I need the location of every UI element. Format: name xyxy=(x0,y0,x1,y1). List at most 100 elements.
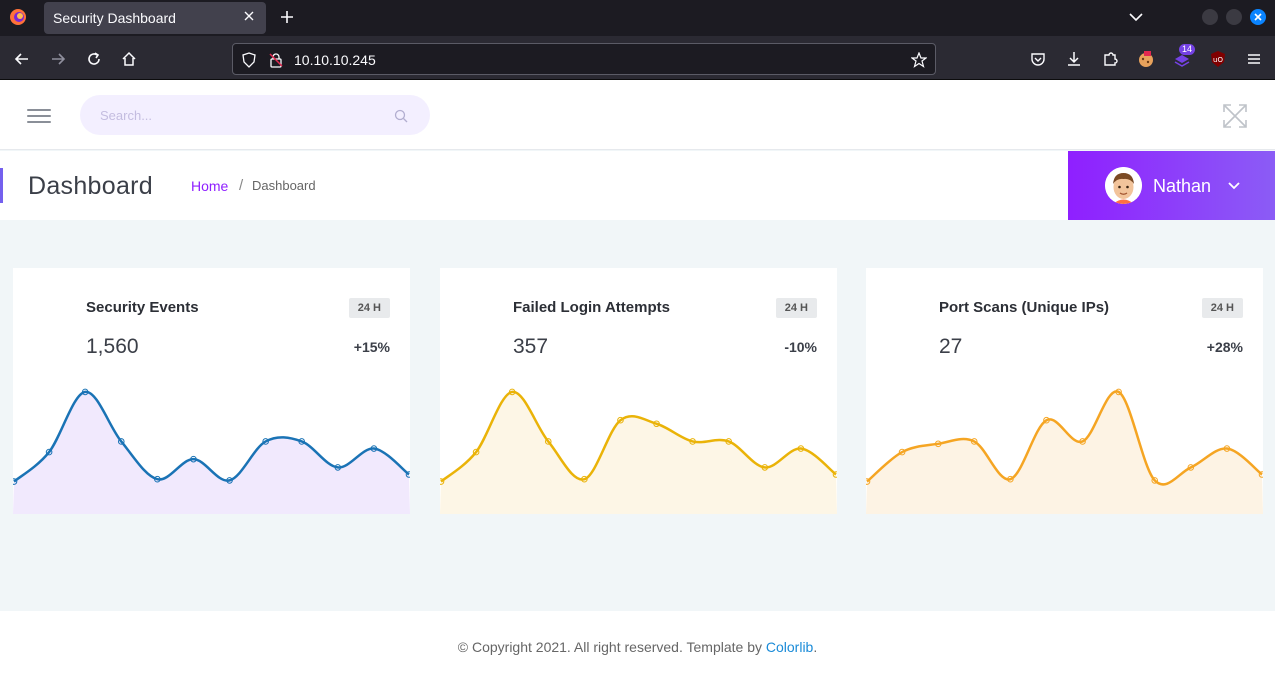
sparkline-point xyxy=(581,475,588,483)
sparkline-point xyxy=(866,478,871,485)
back-arrow-icon[interactable] xyxy=(13,50,31,68)
forward-arrow-icon[interactable] xyxy=(49,50,67,68)
sparkline-point xyxy=(797,445,805,452)
insecure-lock-icon[interactable] xyxy=(268,52,284,68)
home-icon[interactable] xyxy=(120,50,138,68)
sparkline-point xyxy=(761,464,769,471)
stat-card-port-scans: Port Scans (Unique IPs) 24 H 27 +28% xyxy=(866,268,1263,514)
user-avatar xyxy=(1105,167,1142,204)
stat-card-failed-logins: Failed Login Attempts 24 H 357 -10% xyxy=(440,268,837,514)
sparkline-point xyxy=(725,438,733,445)
card-title: Security Events xyxy=(86,299,199,316)
sparkline-line xyxy=(440,390,837,483)
sparkline-point xyxy=(1043,416,1050,424)
page-viewport: Dashboard Home / Dashboard Nathan Securi… xyxy=(0,80,1275,676)
sparkline-point xyxy=(617,416,624,424)
breadcrumb-separator: / xyxy=(239,177,244,194)
sparkline-point xyxy=(440,478,445,485)
sparkline-area xyxy=(13,391,410,514)
sparkline-point xyxy=(190,455,197,463)
close-tab-icon[interactable] xyxy=(242,9,256,23)
sparkline-point xyxy=(334,464,342,471)
sparkline-line xyxy=(13,390,410,483)
sparkline-point xyxy=(898,448,906,456)
new-tab-plus-icon[interactable] xyxy=(280,10,294,24)
sparkline-point xyxy=(226,477,233,484)
bookmark-star-icon[interactable] xyxy=(911,52,927,68)
sparkline-point xyxy=(13,478,18,485)
search-icon[interactable] xyxy=(394,109,408,123)
extension-count-badge: 14 xyxy=(1179,44,1196,55)
sparkline-line xyxy=(866,390,1263,486)
reload-icon[interactable] xyxy=(85,50,103,68)
sparkline-point xyxy=(832,471,837,478)
card-title: Failed Login Attempts xyxy=(513,299,670,316)
chevron-down-icon xyxy=(1228,182,1240,190)
search-input[interactable] xyxy=(80,95,430,135)
tracking-shield-icon[interactable] xyxy=(241,52,257,68)
sparkline-point xyxy=(934,440,942,448)
url-text[interactable]: 10.10.10.245 xyxy=(294,52,376,68)
period-badge: 24 H xyxy=(775,298,817,318)
extensions-puzzle-icon[interactable] xyxy=(1101,50,1119,68)
card-title: Port Scans (Unique IPs) xyxy=(939,299,1110,316)
browser-tab-security-dashboard[interactable]: Security Dashboard xyxy=(44,2,266,34)
sparkline-point xyxy=(1151,477,1159,484)
sparkline-chart xyxy=(866,388,1263,514)
breadcrumb-home-link[interactable]: Home xyxy=(191,178,229,194)
footer-copyright-text: © Copyright 2021. All right reserved. Te… xyxy=(457,639,766,655)
app-menu-icon[interactable] xyxy=(1245,50,1263,68)
ublock-origin-icon[interactable]: uO xyxy=(1209,50,1227,68)
card-change: +28% xyxy=(1206,339,1243,355)
tab-title: Security Dashboard xyxy=(53,10,176,26)
page-title-accent xyxy=(0,168,3,203)
footer-suffix: . xyxy=(813,639,818,655)
sparkline-point xyxy=(298,438,306,445)
sparkline-point xyxy=(117,438,125,445)
card-change: -10% xyxy=(784,339,817,355)
page-title: Dashboard xyxy=(28,172,154,200)
sparkline-point xyxy=(1007,475,1014,483)
sparkline-point xyxy=(1223,445,1231,452)
sparkline-point xyxy=(1258,471,1263,478)
window-minimize-button[interactable] xyxy=(1202,9,1218,25)
sparkline-point xyxy=(1079,438,1086,445)
colorlib-link[interactable]: Colorlib xyxy=(765,639,814,655)
card-change: +15% xyxy=(353,339,390,355)
user-name: Nathan xyxy=(1153,176,1212,196)
layers-extension-icon[interactable] xyxy=(1173,50,1191,68)
page-footer: © Copyright 2021. All right reserved. Te… xyxy=(0,611,1275,676)
fullscreen-expand-icon[interactable] xyxy=(1222,103,1248,129)
card-value: 1,560 xyxy=(86,335,139,358)
sparkline-point xyxy=(154,475,161,483)
sidebar-toggle-hamburger-icon[interactable] xyxy=(27,109,51,123)
sparkline-chart xyxy=(440,388,837,514)
pocket-icon[interactable] xyxy=(1029,50,1047,68)
sparkline-point xyxy=(370,445,378,452)
sparkline-point xyxy=(81,388,89,396)
sparkline-point xyxy=(405,471,410,478)
sparkline-point xyxy=(653,420,660,428)
sparkline-point xyxy=(472,448,480,456)
sparkline-point xyxy=(1187,464,1195,471)
sparkline-point xyxy=(508,388,516,396)
sparkline-point xyxy=(689,438,696,445)
window-close-icon xyxy=(1254,13,1262,21)
user-menu-dropdown[interactable]: Nathan xyxy=(1068,151,1275,220)
sparkline-point xyxy=(1115,388,1122,396)
sparkline-area xyxy=(440,391,837,514)
window-maximize-button[interactable] xyxy=(1226,9,1242,25)
firefox-logo-icon xyxy=(10,9,26,25)
period-badge: 24 H xyxy=(1201,298,1243,318)
browser-tab-bar: Security Dashboard xyxy=(0,0,1275,36)
url-bar[interactable]: 10.10.10.245 xyxy=(232,43,936,75)
svg-text:uO: uO xyxy=(1213,56,1223,64)
window-close-button[interactable] xyxy=(1250,9,1266,25)
card-value: 357 xyxy=(513,335,549,358)
footer-copyright: © Copyright 2021. All right reserved. Te… xyxy=(0,639,1275,655)
cookie-extension-icon[interactable] xyxy=(1137,50,1155,68)
app-topbar xyxy=(0,80,1275,150)
downloads-icon[interactable] xyxy=(1065,50,1083,68)
sparkline-point xyxy=(544,438,552,445)
tab-list-chevron-icon[interactable] xyxy=(1129,12,1143,22)
